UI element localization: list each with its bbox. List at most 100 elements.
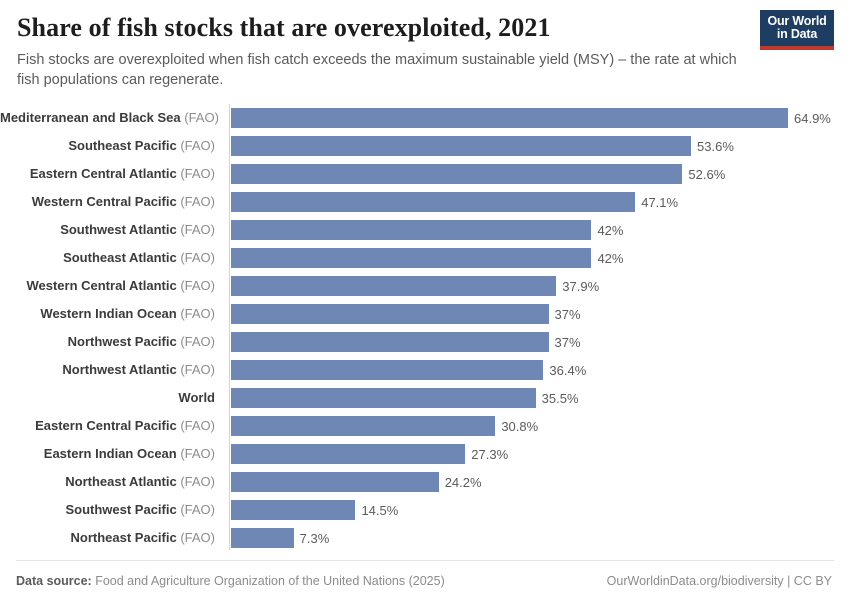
bar-row-label: Western Central Pacific (FAO) [0,194,215,210]
data-source-text: Food and Agriculture Organization of the… [95,574,445,588]
page-title: Share of fish stocks that are overexploi… [17,13,551,42]
bar-row-entity: Eastern Indian Ocean [43,446,177,461]
bar-wrapper: 37% [231,304,581,324]
bar-value-label: 35.5% [541,390,579,406]
bar-value-label: 37% [554,334,581,350]
bar-rows: Mediterranean and Black Sea (FAO) 64.9% So… [0,104,850,552]
bar[interactable] [231,164,683,184]
bar-row-entity: Northwest Pacific [67,334,177,349]
bar-wrapper: 30.8% [231,416,538,436]
bar-wrapper: 47.1% [231,192,678,212]
bar-row[interactable]: Western Central Atlantic (FAO) 37.9% [0,272,850,300]
bar-row[interactable]: Northwest Pacific (FAO) 37% [0,328,850,356]
bar-value-label: 47.1% [641,194,679,210]
bar-row-label: Northeast Atlantic (FAO) [0,474,215,490]
bar-value-label: 36.4% [549,362,587,378]
bar-row[interactable]: Northwest Atlantic (FAO) 36.4% [0,356,850,384]
logo-line-1: Our World [767,14,827,28]
bar-row-source: (FAO) [176,222,215,237]
bar-row-source: (FAO) [176,334,215,349]
bar-row[interactable]: World 35.5% [0,384,850,412]
bar-row-entity: Eastern Central Atlantic [29,166,177,181]
bar-value-label: 27.3% [471,446,509,462]
bar-row[interactable]: Eastern Central Atlantic (FAO) 52.6% [0,160,850,188]
bar-row-source: (FAO) [180,110,219,125]
bar[interactable] [231,192,636,212]
our-world-in-data-logo[interactable]: Our World in Data [760,10,834,50]
bar-value-label: 24.2% [444,474,482,490]
chart-header: Share of fish stocks that are overexploi… [16,0,834,90]
bar-wrapper: 42% [231,220,623,240]
bar-row-label: Northeast Pacific (FAO) [0,530,215,546]
bar[interactable] [231,248,592,268]
bar-wrapper: 52.6% [231,164,725,184]
bar-row-label: Eastern Central Pacific (FAO) [0,418,215,434]
bar-row-entity: Mediterranean and Black Sea [0,110,181,125]
bar[interactable] [231,500,356,520]
bar[interactable] [231,136,692,156]
bar[interactable] [231,332,549,352]
bar-value-label: 64.9% [794,110,831,126]
bar-row-entity: Southeast Atlantic [63,250,177,265]
bar-value-label: 7.3% [299,530,330,546]
bar-row[interactable]: Western Central Pacific (FAO) 47.1% [0,188,850,216]
bar-row-entity: Northeast Atlantic [65,474,177,489]
bar-row[interactable]: Southwest Pacific (FAO) 14.5% [0,496,850,524]
bar-row-source: (FAO) [176,194,215,209]
bar-value-label: 37.9% [562,278,600,294]
bar-wrapper: 24.2% [231,472,482,492]
bar-row-entity: Northeast Pacific [70,530,177,545]
bar-row[interactable]: Southwest Atlantic (FAO) 42% [0,216,850,244]
bar-row[interactable]: Eastern Central Pacific (FAO) 30.8% [0,412,850,440]
bar-row[interactable]: Western Indian Ocean (FAO) 37% [0,300,850,328]
bar[interactable] [231,416,496,436]
bar[interactable] [231,276,557,296]
bar-row-entity: Western Central Pacific [31,194,177,209]
bar[interactable] [231,304,549,324]
bar-row-source: (FAO) [176,474,215,489]
bar[interactable] [231,360,544,380]
bar-row-source: (FAO) [176,138,215,153]
bar-value-label: 53.6% [697,138,734,154]
bar-wrapper: 53.6% [231,136,734,156]
bar-wrapper: 37.9% [231,276,599,296]
bar[interactable] [231,472,439,492]
bar-row-source: (FAO) [176,530,215,545]
logo-line-2: in Data [776,27,818,41]
bar-row-entity: Western Central Atlantic [26,278,177,293]
bar-value-label: 37% [554,306,581,322]
bar-row-source: (FAO) [176,250,215,265]
bar-row-source: (FAO) [176,278,215,293]
bar-wrapper: 7.3% [231,528,329,548]
bar-row[interactable]: Eastern Indian Ocean (FAO) 27.3% [0,440,850,468]
bar[interactable] [231,444,466,464]
bar-row[interactable]: Northeast Atlantic (FAO) 24.2% [0,468,850,496]
bar-row-entity: Southwest Atlantic [60,222,177,237]
bar-row[interactable]: Mediterranean and Black Sea (FAO) 64.9% [0,104,850,132]
bar-row-entity: World [178,390,215,405]
bar-row-label: Eastern Central Atlantic (FAO) [0,166,215,182]
bar-row-label: Northwest Atlantic (FAO) [0,362,215,378]
bar-row[interactable]: Northeast Pacific (FAO) 7.3% [0,524,850,552]
bar-row-label: Western Central Atlantic (FAO) [0,278,215,294]
bar[interactable] [231,220,592,240]
bar[interactable] [231,388,536,408]
bar-row-entity: Southwest Pacific [65,502,177,517]
bar-row-entity: Western Indian Ocean [40,306,177,321]
bar-row[interactable]: Southeast Atlantic (FAO) 42% [0,244,850,272]
bar-row-entity: Eastern Central Pacific [35,418,177,433]
bar[interactable] [231,528,294,548]
bar-value-label: 42% [597,250,624,266]
bar-row[interactable]: Southeast Pacific (FAO) 53.6% [0,132,850,160]
data-source-label: Data source: [16,574,92,588]
attribution-link[interactable]: OurWorldinData.org/biodiversity | CC BY [606,574,832,588]
bar-row-label: Southwest Atlantic (FAO) [0,222,215,238]
bar[interactable] [231,108,788,128]
bar-row-source: (FAO) [176,418,215,433]
bar-row-label: Western Indian Ocean (FAO) [0,306,215,322]
bar-wrapper: 35.5% [231,388,579,408]
bar-row-entity: Northwest Atlantic [62,362,177,377]
bar-row-source: (FAO) [176,502,215,517]
bar-value-label: 14.5% [361,502,399,518]
bar-row-label: Southwest Pacific (FAO) [0,502,215,518]
